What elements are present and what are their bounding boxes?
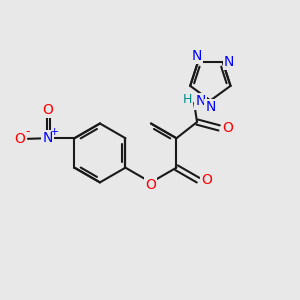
Text: N: N (191, 49, 202, 63)
Text: N: N (224, 55, 235, 69)
Text: O: O (201, 173, 212, 187)
Text: -: - (25, 125, 30, 138)
Text: N: N (205, 100, 215, 114)
Text: H: H (183, 93, 192, 106)
Text: O: O (222, 121, 233, 135)
Text: N: N (42, 131, 52, 145)
Text: O: O (146, 178, 156, 192)
Text: N: N (195, 94, 206, 108)
Text: O: O (42, 103, 53, 117)
Text: O: O (14, 132, 26, 146)
Text: +: + (50, 127, 59, 137)
